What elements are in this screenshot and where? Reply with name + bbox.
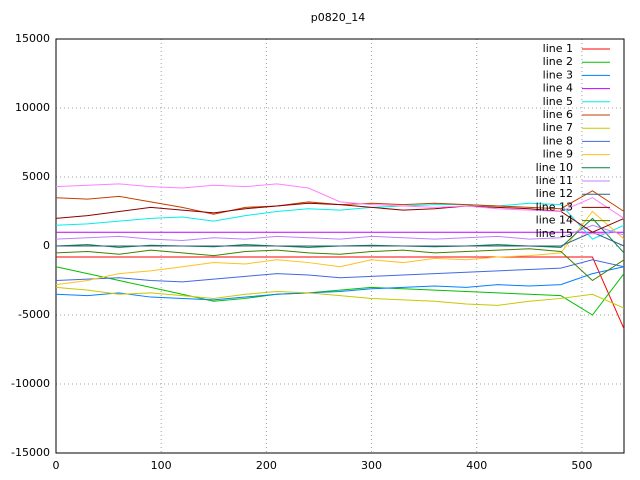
series-line: [55, 202, 625, 233]
legend-label: line 13: [536, 200, 573, 213]
series-line: [56, 231, 625, 247]
legend-label: line 4: [543, 82, 573, 95]
series-line: [55, 286, 625, 309]
legend-label: line 1: [543, 42, 573, 55]
legend-label: line 12: [536, 187, 573, 200]
legend-label: line 9: [543, 148, 573, 161]
legend-label: line 14: [536, 214, 573, 227]
series-line: [55, 248, 625, 282]
x-tick-label: 400: [466, 459, 487, 472]
y-tick-label: 5000: [22, 170, 50, 183]
x-tick-label: 0: [53, 459, 60, 472]
x-tick-label: 200: [256, 459, 277, 472]
series-line: [55, 210, 625, 286]
y-tick-label: -10000: [11, 377, 50, 390]
legend-label: line 3: [543, 68, 573, 81]
legend-label: line 6: [543, 108, 573, 121]
series-line: [55, 266, 625, 316]
legend-label: line 11: [536, 174, 573, 187]
y-tick-label: -5000: [18, 308, 50, 321]
series-line: [55, 183, 625, 219]
series-line: [55, 224, 625, 241]
y-tick-label: 15000: [15, 32, 50, 45]
x-tick-label: 300: [361, 459, 382, 472]
series-line: [55, 266, 625, 301]
series-line: [55, 202, 625, 240]
legend-label: line 10: [536, 161, 573, 174]
x-tick-label: 500: [571, 459, 592, 472]
legend-label: line 15: [536, 227, 573, 240]
series-line: [55, 259, 625, 283]
legend-label: line 5: [543, 95, 573, 108]
legend-label: line 8: [543, 134, 573, 147]
y-tick-label: -15000: [11, 446, 50, 459]
series-line: [56, 256, 625, 330]
legend-label: line 2: [543, 55, 573, 68]
legend-label: line 7: [543, 121, 573, 134]
y-tick-label: 0: [43, 239, 50, 252]
chart-title: p0820_14: [311, 11, 365, 24]
x-tick-label: 100: [151, 459, 172, 472]
y-tick-label: 10000: [15, 101, 50, 114]
